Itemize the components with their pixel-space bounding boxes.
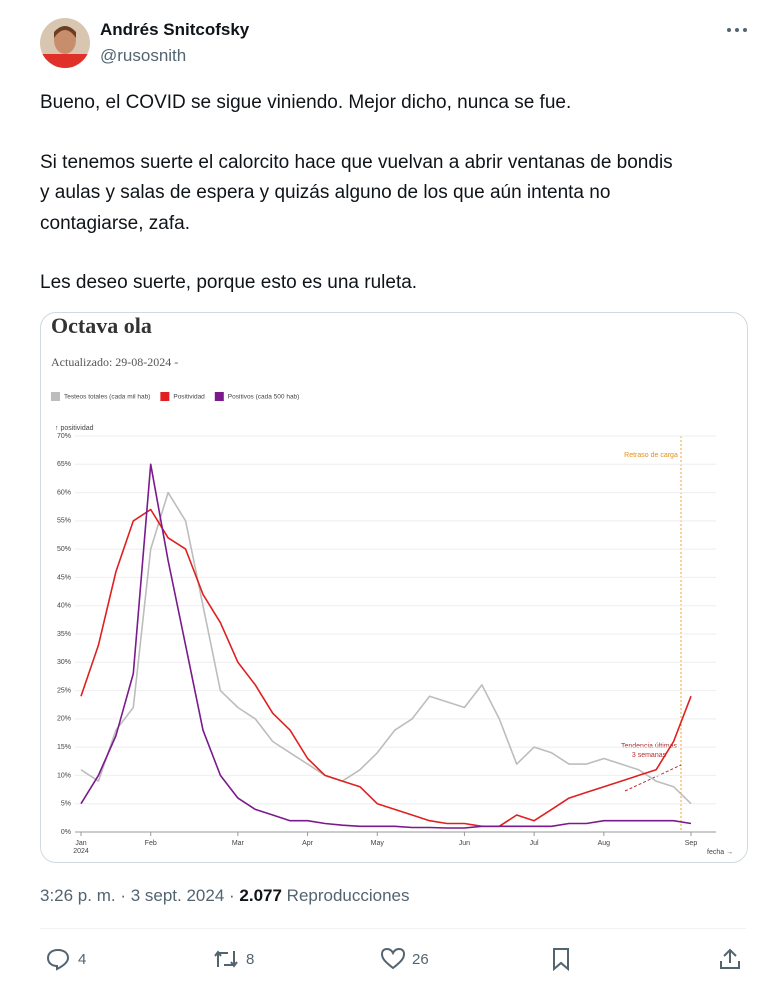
legend-swatch bbox=[160, 392, 170, 401]
y-tick-label: 5% bbox=[61, 801, 71, 808]
series-line bbox=[80, 508, 692, 828]
author-name[interactable]: Andrés Snitcofsky bbox=[100, 20, 250, 39]
like-icon bbox=[380, 947, 406, 970]
annotation: Tendencia últimas bbox=[621, 743, 678, 750]
series-line bbox=[80, 463, 692, 829]
annotation: Retraso de carga bbox=[624, 452, 678, 459]
author-handle[interactable]: @rusosnith bbox=[100, 46, 187, 65]
tweet-text: Si tenemos suerte el calorcito hace que … bbox=[40, 152, 673, 173]
x-tick-label: Sep bbox=[685, 840, 698, 847]
tweet-text: y aulas y salas de espera y quizás algun… bbox=[40, 182, 611, 203]
y-tick-label: 65% bbox=[57, 461, 71, 468]
retweet-count: 8 bbox=[246, 950, 255, 968]
y-tick-label: 10% bbox=[57, 772, 71, 779]
y-tick-label: 50% bbox=[57, 546, 71, 553]
x-tick-label: May bbox=[371, 840, 385, 847]
share-button[interactable] bbox=[718, 946, 742, 972]
y-tick-label: 70% bbox=[57, 433, 71, 440]
y-tick-label: 55% bbox=[57, 518, 71, 525]
y-tick-label: 0% bbox=[61, 829, 71, 836]
y-tick-label: 40% bbox=[57, 603, 71, 610]
avatar[interactable] bbox=[40, 18, 90, 68]
y-tick-label: 45% bbox=[57, 574, 71, 581]
tweet-text: Les deseo suerte, porque esto es una rul… bbox=[40, 272, 418, 293]
x-axis-label: fecha → bbox=[707, 849, 733, 856]
share-icon bbox=[720, 948, 740, 969]
trend-line bbox=[624, 764, 682, 792]
legend-swatch bbox=[214, 392, 224, 401]
retweet-button[interactable]: 8 bbox=[212, 946, 254, 972]
legend-swatch bbox=[51, 392, 60, 401]
more-menu[interactable] bbox=[724, 22, 750, 38]
legend-label: Positivos (cada 500 hab) bbox=[228, 394, 300, 401]
y-tick-label: 20% bbox=[57, 716, 71, 723]
timestamp[interactable]: 3:26 p. m. · 3 sept. 2024 · bbox=[40, 886, 240, 905]
y-tick-label: 30% bbox=[57, 659, 71, 666]
chart: Octava ola Actualizado: 29-08-2024 - ↑ p… bbox=[51, 313, 733, 856]
tweet-text: Bueno, el COVID se sigue viniendo. Mejor… bbox=[40, 92, 572, 113]
media-card[interactable]: Octava ola Actualizado: 29-08-2024 - ↑ p… bbox=[40, 312, 748, 863]
y-tick-label: 15% bbox=[57, 744, 71, 751]
tweet-text: contagiarse, zafa. bbox=[40, 213, 190, 234]
x-tick-label: Jun bbox=[459, 840, 470, 847]
divider bbox=[40, 928, 746, 929]
reply-count: 4 bbox=[78, 950, 87, 968]
y-tick-label: 35% bbox=[57, 631, 71, 638]
retweet-icon bbox=[214, 950, 238, 968]
like-count: 26 bbox=[412, 950, 429, 968]
x-tick-label: Apr bbox=[302, 840, 314, 847]
x-tick-label: Mar bbox=[232, 840, 245, 847]
chart-subtitle: Actualizado: 29-08-2024 - bbox=[51, 355, 178, 369]
legend-label: Positividad bbox=[173, 394, 205, 401]
bookmark-icon bbox=[553, 948, 569, 971]
views-label: Reproducciones bbox=[281, 886, 410, 905]
tweet-meta: 3:26 p. m. · 3 sept. 2024 · 2.077 Reprod… bbox=[40, 886, 410, 906]
x-tick-label: Feb bbox=[145, 840, 157, 847]
annotation: 3 semanas bbox=[632, 752, 667, 759]
x-year-label: 2024 bbox=[73, 848, 89, 855]
legend-label: Testeos totales (cada mil hab) bbox=[64, 394, 150, 401]
chart-title: Octava ola bbox=[51, 313, 152, 338]
reply-icon bbox=[46, 948, 70, 971]
like-button[interactable]: 26 bbox=[380, 946, 429, 972]
y-tick-label: 60% bbox=[57, 489, 71, 496]
y-axis-label: ↑ positividad bbox=[55, 425, 94, 432]
x-tick-label: Aug bbox=[598, 840, 611, 847]
x-tick-label: Jul bbox=[530, 840, 539, 847]
series-line bbox=[80, 491, 692, 805]
y-tick-label: 25% bbox=[57, 687, 71, 694]
reply-button[interactable]: 4 bbox=[46, 946, 86, 972]
x-tick-label: Jan bbox=[75, 840, 86, 847]
bookmark-button[interactable] bbox=[550, 946, 572, 972]
view-count: 2.077 bbox=[239, 886, 282, 905]
